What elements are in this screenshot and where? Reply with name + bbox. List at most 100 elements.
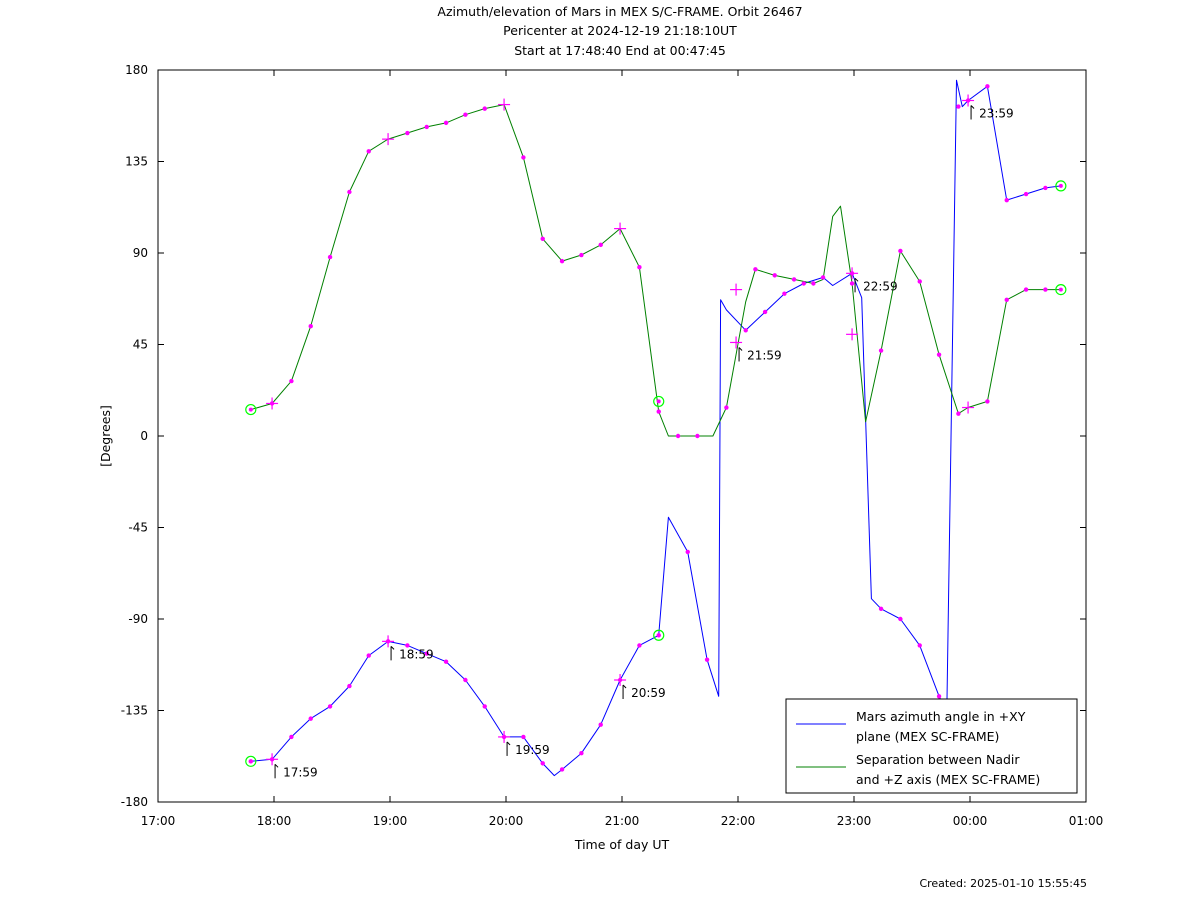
time-annotation: 22:59	[854, 277, 898, 293]
data-point-marker	[289, 734, 294, 740]
data-point-marker	[405, 643, 410, 648]
data-point-marker	[521, 734, 526, 740]
x-tick-label: 18:00	[257, 814, 292, 828]
time-annotation: 17:59	[274, 763, 318, 779]
time-annotation: 20:59	[622, 684, 666, 700]
data-point-marker	[424, 651, 429, 656]
hour-cross-marker	[382, 635, 395, 648]
data-point-marker	[936, 352, 942, 357]
y-tick-label: -180	[121, 795, 148, 809]
x-tick-label: 23:00	[837, 814, 872, 828]
data-point-marker	[820, 275, 826, 280]
legend-box	[785, 698, 1078, 794]
data-point-marker	[424, 124, 429, 130]
data-point-marker	[366, 653, 371, 658]
data-point-marker	[1043, 185, 1048, 191]
y-tick-label: 135	[125, 155, 148, 169]
data-point-marker	[598, 242, 603, 248]
endpoint-circle	[653, 629, 665, 641]
y-tick-label: 45	[133, 338, 148, 352]
data-point-marker	[878, 348, 884, 353]
data-point-marker	[985, 84, 990, 89]
data-point-marker	[463, 112, 468, 117]
data-point-marker	[801, 281, 806, 286]
time-annotation-label: 23:59	[979, 107, 1014, 121]
y-tick-label: -135	[121, 704, 148, 718]
time-annotation-label: 20:59	[631, 686, 666, 700]
data-point-marker	[849, 281, 855, 286]
x-axis-label: Time of day UT	[574, 837, 670, 852]
data-point-marker	[559, 767, 565, 772]
chart-subtitle-start-end: Start at 17:48:40 End at 00:47:45	[514, 43, 726, 58]
data-point-marker	[936, 694, 942, 699]
endpoint-dot	[656, 399, 661, 404]
data-point-marker	[762, 309, 768, 315]
data-point-marker	[482, 704, 487, 709]
data-point-marker	[753, 267, 758, 272]
data-point-marker	[917, 643, 922, 648]
data-point-marker	[405, 130, 410, 136]
legend-label: and +Z axis (MEX SC-FRAME)	[856, 772, 1040, 787]
data-point-marker	[772, 273, 777, 278]
data-point-marker	[685, 549, 690, 555]
time-annotation-label: 21:59	[747, 348, 782, 362]
hour-cross-marker	[498, 98, 511, 111]
data-point-marker	[579, 252, 584, 258]
hour-cross-marker	[730, 336, 743, 349]
y-axis-label: [Degrees]	[98, 405, 113, 467]
data-point-marker	[327, 704, 333, 709]
data-point-marker	[675, 433, 681, 439]
x-tick-label: 19:00	[373, 814, 408, 828]
x-tick-label: 00:00	[953, 814, 988, 828]
data-point-marker	[598, 722, 603, 727]
data-point-marker	[366, 149, 371, 154]
x-tick-label: 22:00	[721, 814, 756, 828]
endpoint-dot	[248, 759, 253, 764]
endpoint-circle	[653, 395, 665, 408]
time-annotation: 21:59	[738, 347, 782, 362]
data-point-marker	[1004, 297, 1009, 302]
data-point-marker	[540, 236, 545, 241]
data-point-marker	[637, 265, 642, 270]
data-point-marker	[540, 761, 545, 766]
data-point-marker	[898, 616, 903, 622]
x-tick-label: 01:00	[1069, 814, 1104, 828]
data-point-marker	[482, 106, 487, 111]
hour-cross-marker	[266, 753, 279, 766]
time-annotation: 23:59	[970, 105, 1014, 121]
data-point-marker	[443, 120, 449, 126]
legend-label: Mars azimuth angle in +XY	[856, 709, 1026, 724]
hour-cross-marker	[498, 730, 511, 743]
data-point-marker	[579, 751, 584, 756]
hour-cross-marker	[614, 674, 627, 686]
data-point-marker	[791, 277, 797, 282]
x-tick-label: 17:00	[141, 814, 176, 828]
endpoint-dot	[1058, 183, 1063, 188]
data-point-marker	[443, 659, 449, 664]
data-point-marker	[811, 281, 816, 286]
y-tick-label: -90	[128, 612, 148, 626]
data-point-marker	[956, 104, 961, 109]
hour-cross-marker	[382, 133, 395, 146]
created-timestamp: Created: 2025-01-10 15:55:45	[919, 877, 1087, 890]
data-point-marker	[559, 258, 565, 264]
data-point-marker	[898, 248, 903, 254]
legend-label: Separation between Nadir	[856, 752, 1020, 767]
data-point-marker	[695, 433, 700, 439]
data-point-marker	[521, 155, 526, 160]
endpoint-dot	[656, 633, 661, 638]
data-point-marker	[289, 378, 294, 384]
endpoint-circle	[245, 755, 257, 767]
endpoint-dot	[248, 407, 253, 412]
y-tick-label: -45	[128, 521, 148, 535]
data-point-marker	[308, 324, 313, 329]
data-point-marker	[347, 189, 352, 195]
data-point-marker	[724, 405, 729, 410]
time-annotation-label: 22:59	[863, 279, 898, 293]
data-point-marker	[743, 328, 748, 333]
legend-label: plane (MEX SC-FRAME)	[856, 729, 999, 744]
data-point-marker	[463, 677, 468, 683]
data-point-marker	[704, 657, 710, 662]
